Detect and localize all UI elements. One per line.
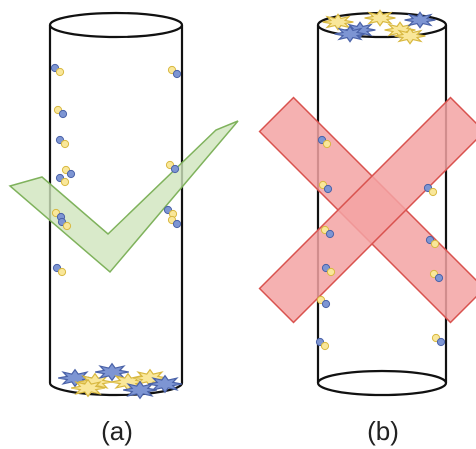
molecule-atom <box>63 222 70 229</box>
aggregate <box>335 26 366 41</box>
figure: (a) (b) <box>0 0 476 449</box>
cylinder-bottom <box>318 371 446 395</box>
molecule-atom <box>437 338 444 345</box>
aggregate <box>405 12 436 27</box>
check-mark <box>10 121 238 272</box>
cylinder-top <box>50 13 182 37</box>
panel-label: (b) <box>367 416 399 446</box>
molecule-atom <box>61 140 68 147</box>
molecule-atom <box>58 268 65 275</box>
molecule-atom <box>56 68 63 75</box>
molecule-atom <box>322 300 329 307</box>
molecule-atom <box>326 230 333 237</box>
aggregate <box>123 382 157 399</box>
molecule-atom <box>429 188 436 195</box>
aggregate <box>395 28 426 43</box>
molecule-atom <box>435 274 442 281</box>
panel-label: (a) <box>101 416 133 446</box>
aggregate <box>71 380 105 397</box>
molecule-atom <box>431 240 438 247</box>
molecule-atom <box>61 178 68 185</box>
molecule-atom <box>323 140 330 147</box>
molecule-atom <box>173 70 180 77</box>
molecule-atom <box>327 268 334 275</box>
molecule-atom <box>59 110 66 117</box>
molecule-atom <box>324 185 331 192</box>
molecule-atom <box>67 170 74 177</box>
molecule-atom <box>321 342 328 349</box>
molecule-atom <box>171 165 178 172</box>
molecule-atom <box>173 220 180 227</box>
cross-mark <box>181 19 476 401</box>
aggregate <box>365 10 396 25</box>
